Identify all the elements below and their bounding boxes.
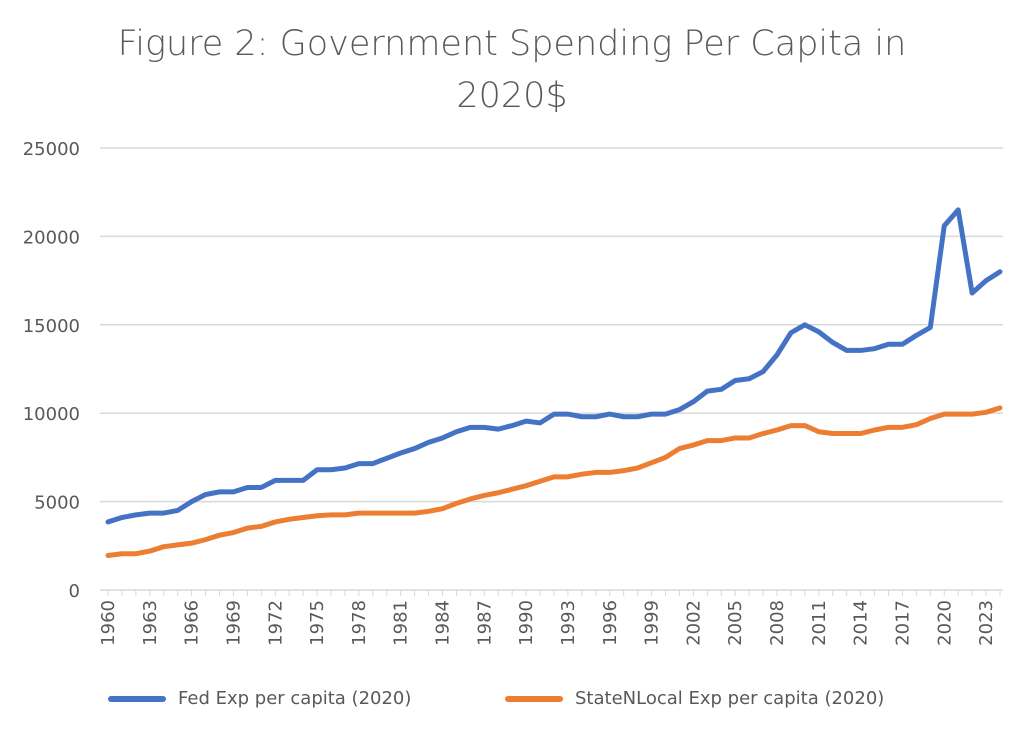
y-tick-label: 15000 xyxy=(23,316,80,337)
state-local-exp-line xyxy=(105,405,1003,559)
x-tick-label: 1987 xyxy=(474,600,495,646)
x-tick-label: 1963 xyxy=(140,600,161,646)
y-tick-label: 20000 xyxy=(23,227,80,248)
x-tick-label: 2002 xyxy=(683,600,704,646)
x-tick-label: 2020 xyxy=(934,600,955,646)
chart-title-line-2: 2020$ xyxy=(456,76,568,116)
legend-swatch-state-local xyxy=(505,695,563,702)
x-tick-label: 2005 xyxy=(725,600,746,646)
x-tick-label: 2023 xyxy=(976,600,997,646)
chart-title-line-1: Figure 2: Government Spending Per Capita… xyxy=(117,24,907,64)
x-tick-label: 1990 xyxy=(516,600,537,646)
fed-exp-line xyxy=(105,207,1003,525)
x-tick-label: 1996 xyxy=(600,600,621,646)
legend-label-state-local: StateNLocal Exp per capita (2020) xyxy=(575,688,885,709)
legend-item-fed: Fed Exp per capita (2020) xyxy=(108,688,411,709)
y-tick-label: 0 xyxy=(69,581,80,602)
x-tick-label: 2017 xyxy=(892,600,913,646)
x-tick-label: 1999 xyxy=(642,600,663,646)
x-tick-label: 1969 xyxy=(223,600,244,646)
y-tick-label: 10000 xyxy=(23,404,80,425)
x-tick-label: 1993 xyxy=(558,600,579,646)
legend-swatch-fed xyxy=(108,695,166,702)
x-tick-label: 1966 xyxy=(182,600,203,646)
x-tick-label: 1981 xyxy=(391,600,412,646)
legend-item-state-local: StateNLocal Exp per capita (2020) xyxy=(505,688,884,709)
x-tick-label: 1975 xyxy=(307,600,328,646)
x-tick-label: 2011 xyxy=(809,600,830,646)
x-tick-label: 1984 xyxy=(433,600,454,646)
x-tick-label: 1972 xyxy=(265,600,286,646)
legend-label-fed: Fed Exp per capita (2020) xyxy=(178,688,412,709)
y-tick-label: 5000 xyxy=(34,493,80,514)
x-tick-label: 2014 xyxy=(851,600,872,646)
chart-title: Figure 2: Government Spending Per Capita… xyxy=(0,18,1024,122)
x-tick-label: 1978 xyxy=(349,600,370,646)
x-tick-label: 1960 xyxy=(98,600,119,646)
y-tick-label: 25000 xyxy=(23,139,80,160)
x-tick-label: 2008 xyxy=(767,600,788,646)
